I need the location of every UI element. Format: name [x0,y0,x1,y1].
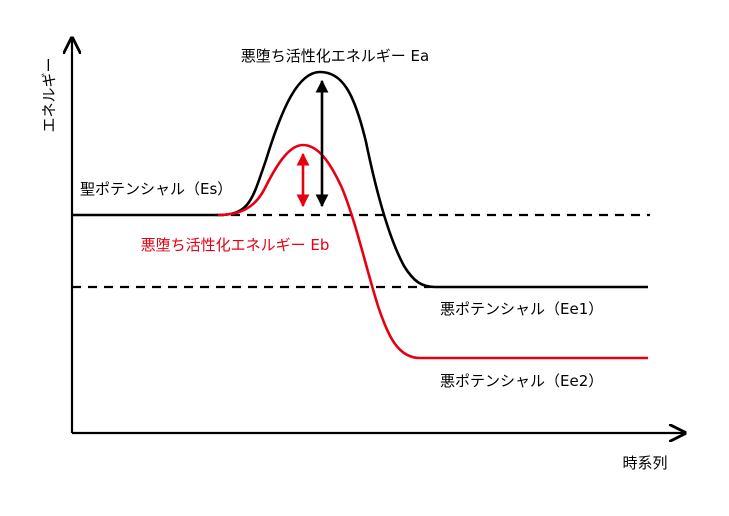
es-label: 聖ポテンシャル（Es） [80,180,232,198]
ee2-label: 悪ポテンシャル（Ee2） [440,372,603,390]
curve-eb [217,143,648,360]
y-axis-label: エネルギー [40,57,58,132]
eb-label: 悪堕ち活性化エネルギー Eb [141,236,330,254]
ee1-label: 悪ポテンシャル（Ee1） [440,300,603,318]
x-axis-label: 時系列 [622,454,667,472]
ea-label: 悪堕ち活性化エネルギー Ea [241,47,429,65]
curve-ea [72,70,648,289]
